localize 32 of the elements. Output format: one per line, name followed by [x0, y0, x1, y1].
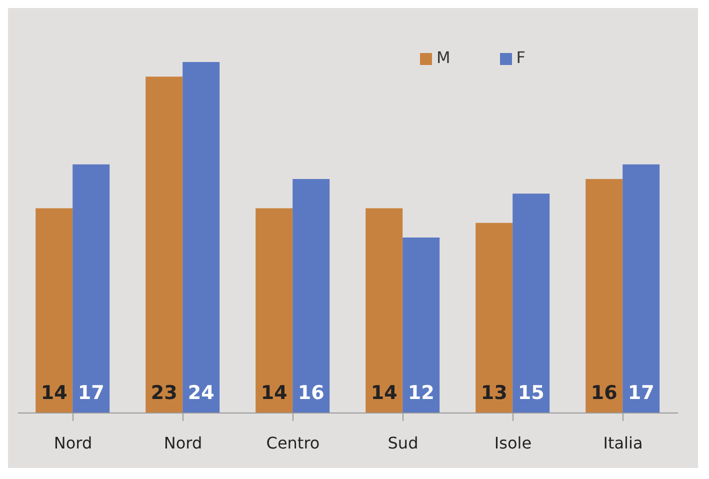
data-label: 16 [590, 382, 618, 404]
data-label: 14 [370, 382, 398, 404]
bar [366, 208, 403, 413]
bar [622, 164, 660, 413]
bar [72, 164, 110, 413]
data-label: 14 [40, 382, 68, 404]
data-label: 12 [408, 382, 434, 404]
bar [36, 208, 73, 413]
data-label: 15 [518, 382, 544, 404]
data-label: 23 [150, 382, 178, 404]
data-label: 16 [298, 382, 324, 404]
data-label: 13 [480, 382, 508, 404]
x-tick-label: Sud [388, 433, 418, 452]
legend-label: F [516, 48, 526, 67]
legend-label: M [436, 48, 450, 67]
x-tick-label: Isole [494, 433, 532, 452]
bar [292, 179, 330, 413]
bar [182, 62, 220, 413]
bar [586, 179, 623, 413]
x-tick-label: Centro [266, 433, 320, 452]
bar [476, 222, 513, 413]
data-label: 17 [628, 382, 654, 404]
x-tick-label: Nord [164, 433, 202, 452]
x-tick-label: Italia [603, 433, 643, 452]
data-label: 17 [78, 382, 104, 404]
bar [512, 194, 550, 413]
bar [256, 208, 293, 413]
bar [146, 76, 183, 413]
data-label: 24 [188, 382, 214, 404]
x-tick-label: Nord [54, 433, 92, 452]
data-label: 14 [260, 382, 288, 404]
bar [402, 238, 440, 413]
